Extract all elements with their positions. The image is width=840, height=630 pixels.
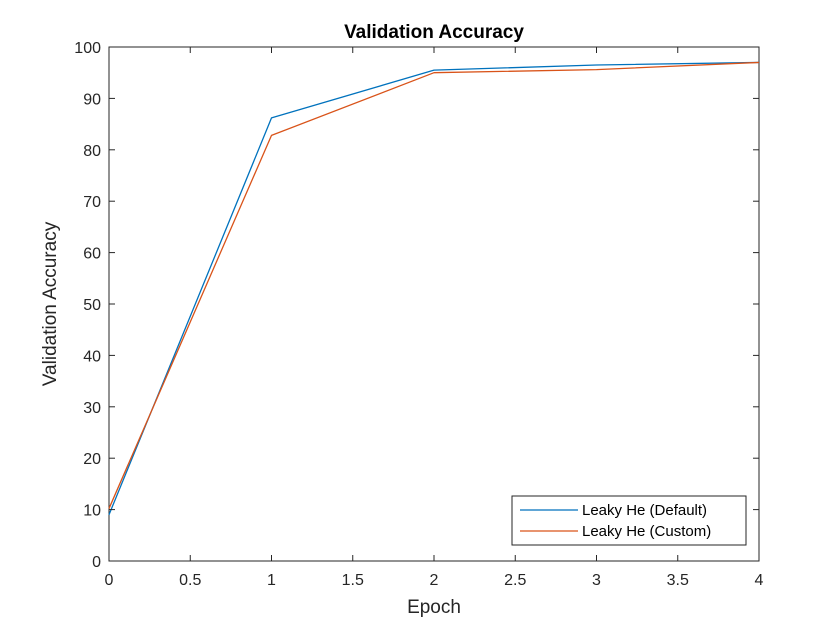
legend: Leaky He (Default) Leaky He (Custom) — [511, 495, 747, 546]
legend-label: Leaky He (Default) — [582, 502, 707, 519]
x-tick-label: 3 — [592, 572, 601, 589]
x-tick-label: 2 — [430, 572, 439, 589]
y-axis-label: Validation Accuracy — [40, 221, 61, 386]
x-tick-label: 0.5 — [179, 572, 201, 589]
x-tick-label: 2.5 — [504, 572, 526, 589]
chart-title: Validation Accuracy — [344, 22, 524, 43]
y-tick-label: 70 — [83, 194, 101, 211]
x-tick-label: 4 — [755, 572, 764, 589]
y-tick-label: 100 — [74, 40, 101, 57]
legend-box — [511, 495, 747, 546]
plot-area — [108, 46, 760, 562]
x-tick-label: 3.5 — [667, 572, 689, 589]
y-tick-label: 20 — [83, 451, 101, 468]
y-tick-label: 60 — [83, 246, 101, 263]
y-tick-label: 10 — [83, 503, 101, 520]
y-axis: 0 10 20 30 40 50 60 70 80 90 100 — [74, 40, 759, 571]
y-tick-label: 90 — [83, 91, 101, 108]
y-tick-label: 50 — [83, 297, 101, 314]
series-line-default — [108, 61, 760, 515]
x-tick-label: 1.5 — [342, 572, 364, 589]
x-tick-label: 1 — [267, 572, 276, 589]
x-axis-label: Epoch — [407, 597, 461, 618]
plot-frame — [108, 46, 760, 562]
y-tick-label: 30 — [83, 400, 101, 417]
legend-label: Leaky He (Custom) — [582, 523, 711, 540]
x-axis: 0 0.5 1 1.5 2 2.5 3 3.5 4 — [105, 47, 764, 589]
y-tick-label: 0 — [92, 554, 101, 571]
y-tick-label: 80 — [83, 143, 101, 160]
y-tick-label: 40 — [83, 348, 101, 365]
series-line-custom — [108, 61, 760, 509]
series-group — [108, 61, 760, 515]
x-tick-label: 0 — [105, 572, 114, 589]
